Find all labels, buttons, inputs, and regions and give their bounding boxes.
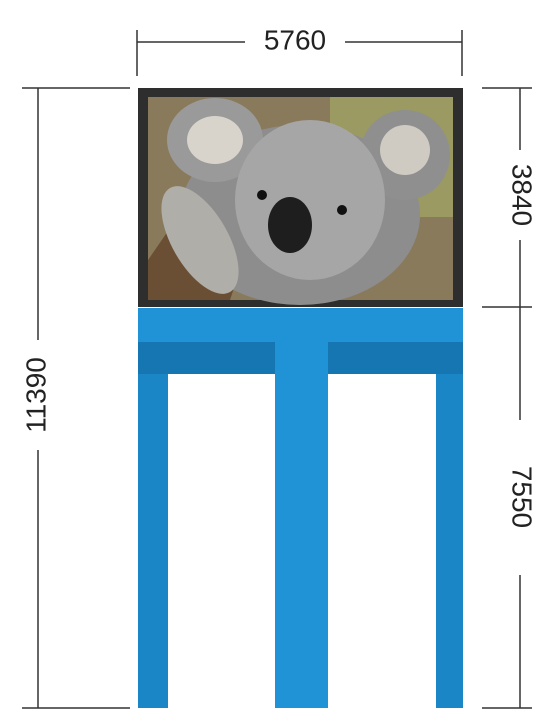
total-height-dimension: 11390 [20,87,130,709]
width-label: 5760 [264,24,326,55]
koala-eye [257,190,267,200]
koala-ear-inner [187,116,243,164]
right-leg [436,374,463,708]
right-dimensions: 3840 7550 [482,87,538,709]
koala-arm [161,186,239,294]
screen [138,88,463,307]
width-dimension: 5760 [136,24,463,76]
total-height-label: 11390 [20,357,51,433]
support-structure [138,308,463,708]
screen-height-label: 3840 [507,164,538,226]
koala-head [235,120,385,280]
center-column [275,308,328,708]
structure-height-label: 7550 [507,466,538,528]
beam-shadow [138,342,275,374]
koala-ear-inner [380,125,430,175]
koala-eye [337,205,347,215]
beam-shadow [328,342,463,374]
left-leg [138,374,168,708]
koala-nose [268,197,312,253]
